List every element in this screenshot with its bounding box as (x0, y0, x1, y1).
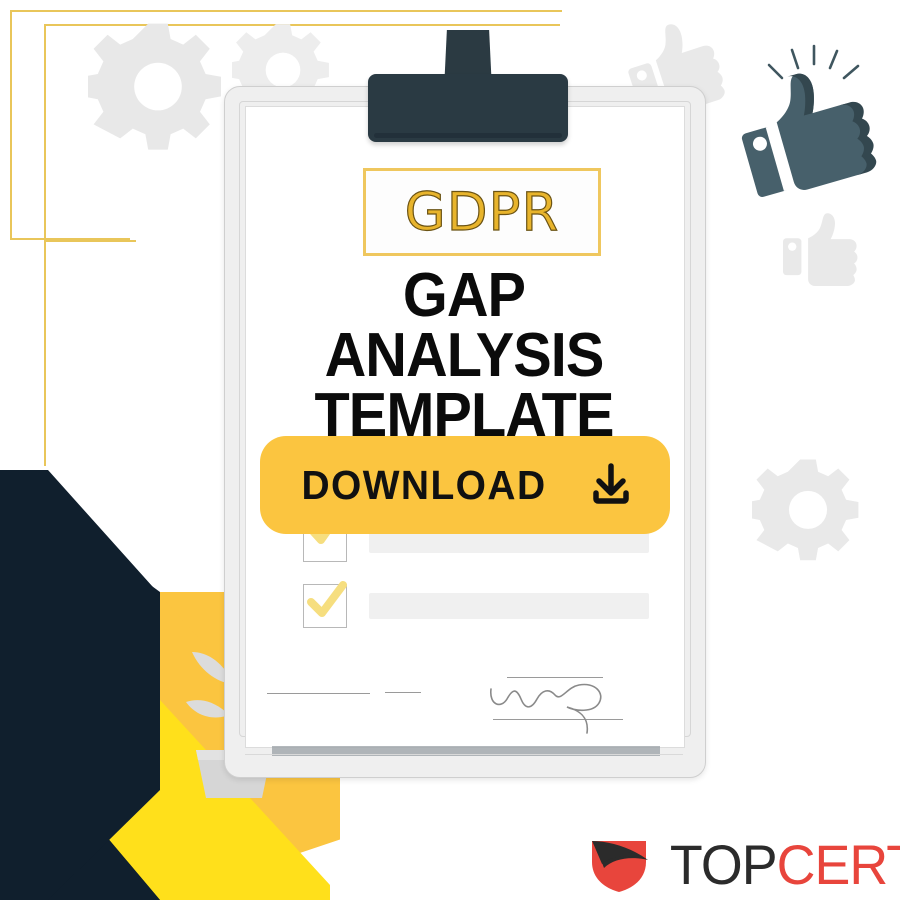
thumbs-up-icon (741, 44, 877, 197)
checkbox[interactable] (303, 581, 347, 628)
logo-wordmark: TOPCERTIFIER (670, 837, 900, 893)
navy-corner (0, 470, 160, 900)
signature-rule (385, 692, 421, 694)
placeholder-text-bar (369, 593, 649, 619)
signature-rule (267, 693, 370, 695)
checklist-item[interactable] (303, 581, 649, 628)
frame-outer-bottom (10, 238, 130, 240)
signature-rule (493, 719, 623, 721)
frame-inner-vertical (44, 24, 46, 466)
logo-word-certifier: CERTIFIER (776, 833, 900, 896)
page-title: GAP ANALYSIS TEMPLATE (260, 264, 667, 446)
paper-divider (245, 754, 683, 755)
check-icon (307, 581, 347, 617)
gdpr-eyebrow-box: GDPR (363, 168, 601, 256)
brand-logo[interactable]: TOPCERTIFIER (588, 836, 900, 894)
download-arrow-icon (593, 463, 629, 504)
download-button[interactable]: DOWNLOAD (260, 436, 670, 534)
paper-bottom-shadow (272, 746, 660, 756)
frame-outer-horizontal (10, 10, 562, 12)
thumbs-up-faint-icon (783, 213, 858, 286)
document-content: GDPR GAP ANALYSIS TEMPLATE DOWNLOAD (245, 106, 683, 755)
signature-rule (507, 677, 603, 679)
frame-inner-horizontal (44, 24, 560, 26)
gear-icon (88, 23, 221, 150)
handwritten-signature (490, 683, 602, 734)
gear-icon (752, 459, 859, 561)
logo-word-top: TOP (669, 833, 778, 896)
page-title-line-1: GAP ANALYSIS (324, 261, 605, 391)
download-button-label: DOWNLOAD (301, 461, 547, 508)
shield-check-icon (592, 841, 648, 892)
gdpr-eyebrow-label: GDPR (404, 181, 560, 243)
clipboard-clip-bar (368, 74, 568, 142)
frame-inner-bottom (44, 240, 136, 242)
frame-outer-vertical (10, 10, 12, 238)
